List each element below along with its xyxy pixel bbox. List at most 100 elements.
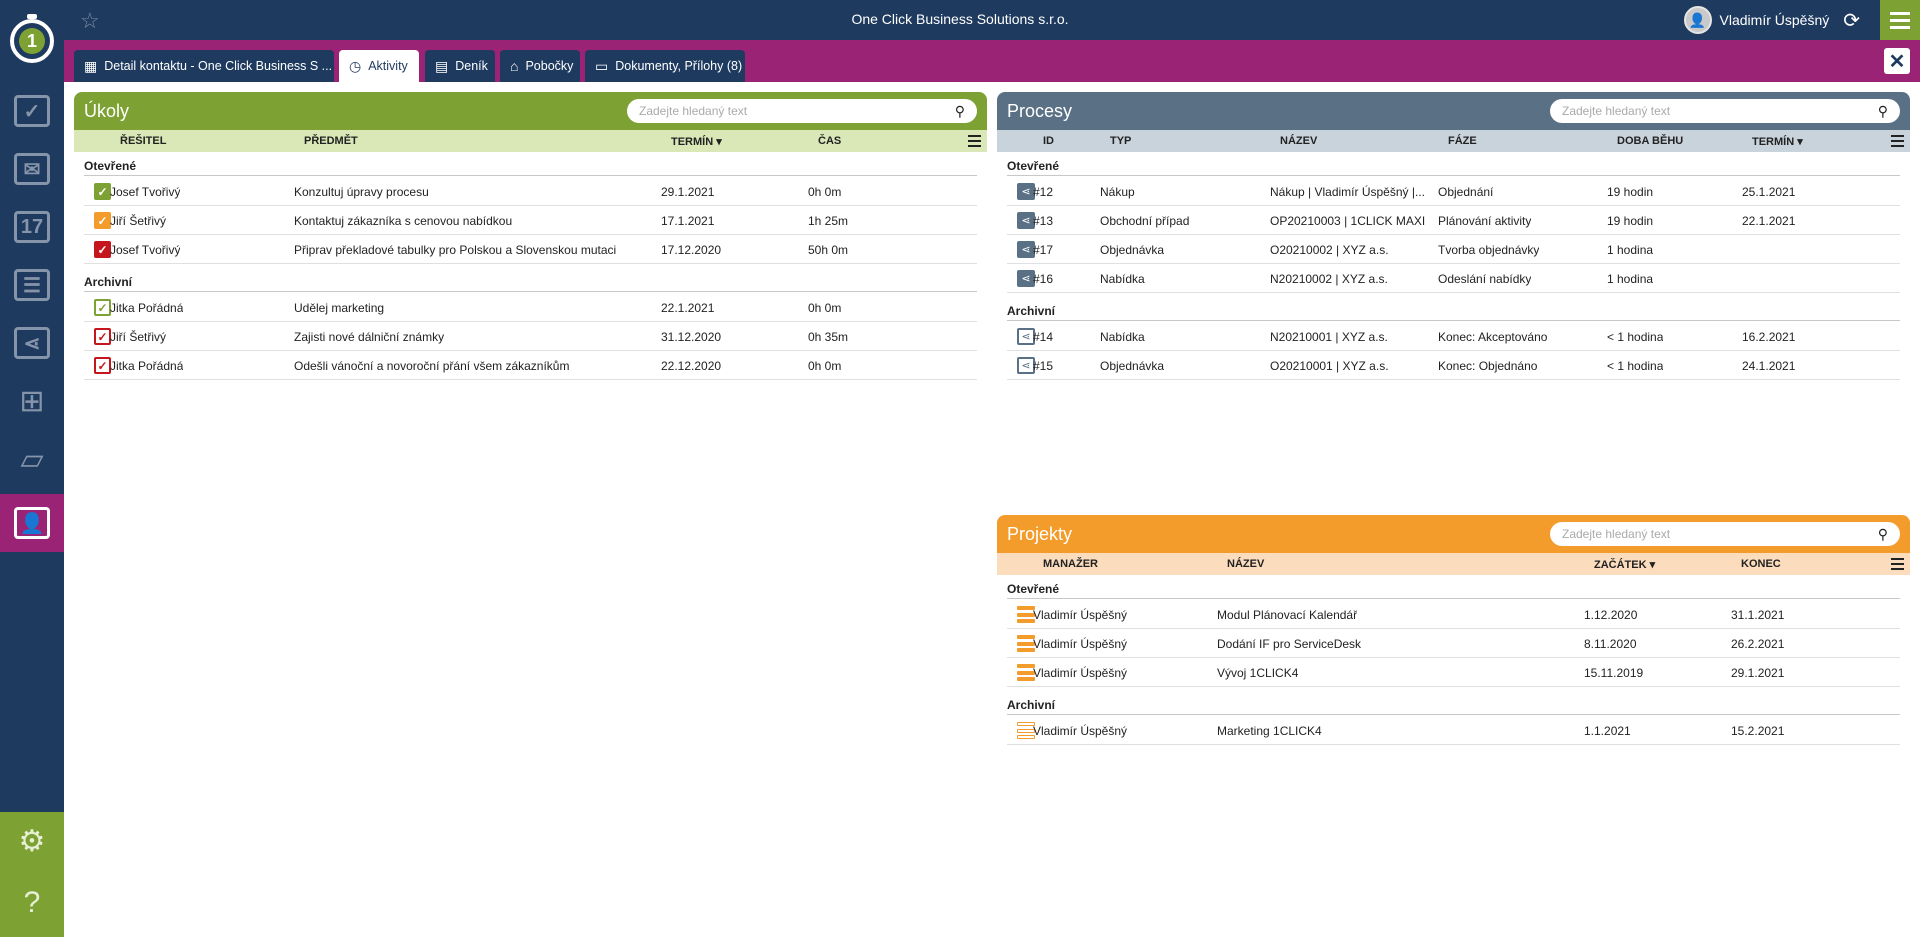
table-row[interactable]: ✓ Jiří Šetřivý Zajisti nové dálniční známk… bbox=[84, 322, 977, 351]
user-menu[interactable]: 👤 Vladimír Úspěšný ⟳ bbox=[1683, 6, 1860, 34]
table-row[interactable]: ⋖ #16 Nabídka N20210002 | XYZ a.s. Odeslání … bbox=[1007, 264, 1900, 293]
table-row[interactable]: Vladimír Úspěšný Dodání IF pro ServiceDes… bbox=[1007, 629, 1900, 658]
cell-predmet: Připrav překladové tabulky pro Polskou a… bbox=[294, 243, 617, 257]
folder-icon: ▱ bbox=[20, 442, 44, 476]
avatar[interactable]: 👤 bbox=[1683, 6, 1712, 34]
cell-nazev: Vývoj 1CLICK4 bbox=[1217, 666, 1299, 680]
tab-detail-kontaktu[interactable]: ▦ Detail kontaktu - One Click Business S … bbox=[74, 50, 334, 82]
col-manazer[interactable]: MANAŽER bbox=[1043, 558, 1098, 570]
process-icon[interactable]: ⋖ bbox=[1017, 357, 1035, 374]
table-row[interactable]: ⋖ #13 Obchodní případ OP20210003 | 1CLICK M… bbox=[1007, 206, 1900, 235]
cell-manazer: Vladimír Úspěšný bbox=[1033, 666, 1128, 680]
project-icon[interactable] bbox=[1017, 722, 1035, 739]
search-icon[interactable]: ⚲ bbox=[954, 102, 965, 119]
sidebar-item-projects[interactable]: ☰ bbox=[0, 256, 64, 314]
tasks-panel: Úkoly Zadejte hledaný text ⚲ ŘEŠITEL PŘED… bbox=[74, 92, 987, 392]
table-row[interactable]: Vladimír Úspěšný Modul Plánovací Kalendář… bbox=[1007, 600, 1900, 629]
tab-pobocky[interactable]: ⌂ Pobočky bbox=[500, 50, 580, 82]
col-predmet[interactable]: PŘEDMĚT bbox=[304, 135, 358, 147]
sidebar-item-mail[interactable]: ✉ bbox=[0, 140, 64, 198]
sidebar-item-settings[interactable]: ⚙ bbox=[0, 812, 64, 870]
hamburger-menu-icon[interactable] bbox=[1880, 0, 1920, 40]
sidebar-item-calendar[interactable]: 17 bbox=[0, 198, 64, 256]
table-row[interactable]: ✓ Jitka Pořádná Odešli vánoční a novoroční… bbox=[84, 351, 977, 380]
task-status-checkbox-icon[interactable]: ✓ bbox=[94, 183, 111, 200]
table-row[interactable]: ⋖ #14 Nabídka N20210001 | XYZ a.s. Konec: Ak… bbox=[1007, 322, 1900, 351]
task-status-checkbox-icon[interactable]: ✓ bbox=[94, 212, 111, 229]
table-row[interactable]: ✓ Jitka Pořádná Udělej marketing 22.1.2021 0… bbox=[84, 293, 977, 322]
tab-dokumenty[interactable]: ▭ Dokumenty, Přílohy (8) bbox=[585, 50, 745, 82]
close-icon[interactable]: ✕ bbox=[1884, 48, 1910, 74]
col-resitel[interactable]: ŘEŠITEL bbox=[120, 135, 167, 147]
search-icon[interactable]: ⚲ bbox=[1877, 525, 1888, 542]
column-menu-icon[interactable] bbox=[1891, 135, 1904, 150]
process-icon[interactable]: ⋖ bbox=[1017, 212, 1035, 229]
task-status-checkbox-icon[interactable]: ✓ bbox=[94, 299, 111, 316]
col-faze[interactable]: FÁZE bbox=[1448, 135, 1477, 147]
projects-search-input[interactable]: Zadejte hledaný text ⚲ bbox=[1550, 522, 1900, 546]
process-icon[interactable]: ⋖ bbox=[1017, 270, 1035, 287]
process-icon[interactable]: ⋖ bbox=[1017, 183, 1035, 200]
col-typ[interactable]: TYP bbox=[1110, 135, 1132, 147]
cell-manazer: Vladimír Úspěšný bbox=[1033, 724, 1128, 738]
table-row[interactable]: ⋖ #17 Objednávka O20210002 | XYZ a.s. Tvorba… bbox=[1007, 235, 1900, 264]
column-menu-icon[interactable] bbox=[1891, 558, 1904, 573]
task-status-checkbox-icon[interactable]: ✓ bbox=[94, 328, 111, 345]
group-header: Archivní bbox=[1007, 693, 1900, 715]
tab-label: Deník bbox=[455, 59, 488, 73]
tasks-panel-header: Úkoly Zadejte hledaný text ⚲ bbox=[74, 92, 987, 130]
cell-predmet: Kontaktuj zákazníka s cenovou nabídkou bbox=[294, 214, 513, 228]
col-termin[interactable]: TERMÍN ▾ bbox=[671, 135, 722, 148]
tab-bar: ▦ Detail kontaktu - One Click Business S … bbox=[64, 40, 1920, 82]
group-header: Otevřené bbox=[1007, 154, 1900, 176]
search-icon[interactable]: ⚲ bbox=[1877, 102, 1888, 119]
table-row[interactable]: Vladimír Úspěšný Vývoj 1CLICK4 15.11.2019 2… bbox=[1007, 658, 1900, 687]
table-row[interactable]: ✓ Josef Tvořivý Připrav překladové tabulky… bbox=[84, 235, 977, 264]
cell-doba: 19 hodin bbox=[1607, 185, 1654, 199]
table-row[interactable]: ⋖ #12 Nákup Nákup | Vladimír Úspěšný |... Ob… bbox=[1007, 177, 1900, 206]
cell-termin: 31.12.2020 bbox=[661, 330, 722, 344]
col-termin[interactable]: TERMÍN ▾ bbox=[1752, 135, 1803, 148]
sidebar-item-organization[interactable]: ⊞ bbox=[0, 372, 64, 430]
group-header: Archivní bbox=[84, 270, 977, 292]
sidebar-item-documents[interactable]: ▱ bbox=[0, 430, 64, 488]
table-row[interactable]: Vladimír Úspěšný Marketing 1CLICK4 1.1.202… bbox=[1007, 716, 1900, 745]
task-status-checkbox-icon[interactable]: ✓ bbox=[94, 241, 111, 258]
sidebar-item-processes[interactable]: ⋖ bbox=[0, 314, 64, 372]
table-row[interactable]: ✓ Jiří Šetřivý Kontaktuj zákazníka s cenov… bbox=[84, 206, 977, 235]
col-cas[interactable]: ČAS bbox=[818, 135, 842, 147]
process-icon[interactable]: ⋖ bbox=[1017, 328, 1035, 345]
col-id[interactable]: ID bbox=[1043, 135, 1054, 147]
cell-cas: 0h 0m bbox=[808, 301, 842, 315]
cell-konec: 31.1.2021 bbox=[1731, 608, 1785, 622]
column-menu-icon[interactable] bbox=[968, 135, 981, 150]
sidebar-item-contacts[interactable]: 👤 bbox=[0, 494, 64, 552]
tasks-search-input[interactable]: Zadejte hledaný text ⚲ bbox=[627, 99, 977, 123]
project-icon[interactable] bbox=[1017, 606, 1035, 623]
sidebar-item-tasks[interactable]: ✓ bbox=[0, 82, 64, 140]
cell-nazev: N20210002 | XYZ a.s. bbox=[1270, 272, 1388, 286]
tab-aktivity[interactable]: ◷ Aktivity bbox=[339, 50, 419, 82]
tab-denik[interactable]: ▤ Deník bbox=[425, 50, 495, 82]
sort-down-icon: ▾ bbox=[1797, 136, 1803, 148]
col-konec[interactable]: KONEC bbox=[1741, 558, 1781, 570]
col-zacatek[interactable]: ZAČÁTEK ▾ bbox=[1594, 558, 1655, 571]
panel-title: Projekty bbox=[1007, 523, 1073, 544]
task-status-checkbox-icon[interactable]: ✓ bbox=[94, 357, 111, 374]
cell-typ: Nabídka bbox=[1100, 272, 1145, 286]
user-name[interactable]: Vladimír Úspěšný bbox=[1719, 12, 1830, 28]
cell-termin: 17.12.2020 bbox=[661, 243, 722, 257]
favorite-star-icon[interactable]: ☆ bbox=[80, 8, 100, 33]
table-row[interactable]: ✓ Josef Tvořivý Konzultuj úpravy procesu 29… bbox=[84, 177, 977, 206]
project-icon[interactable] bbox=[1017, 664, 1035, 681]
col-nazev[interactable]: NÁZEV bbox=[1227, 558, 1265, 570]
processes-search-input[interactable]: Zadejte hledaný text ⚲ bbox=[1550, 99, 1900, 123]
col-doba[interactable]: DOBA BĚHU bbox=[1617, 135, 1684, 147]
refresh-icon[interactable]: ⟳ bbox=[1843, 9, 1860, 32]
app-logo[interactable]: 1 bbox=[0, 0, 64, 82]
sidebar-item-help[interactable]: ? bbox=[0, 874, 64, 932]
process-icon[interactable]: ⋖ bbox=[1017, 241, 1035, 258]
col-nazev[interactable]: NÁZEV bbox=[1280, 135, 1318, 147]
project-icon[interactable] bbox=[1017, 635, 1035, 652]
table-row[interactable]: ⋖ #15 Objednávka O20210001 | XYZ a.s. Konec:… bbox=[1007, 351, 1900, 380]
